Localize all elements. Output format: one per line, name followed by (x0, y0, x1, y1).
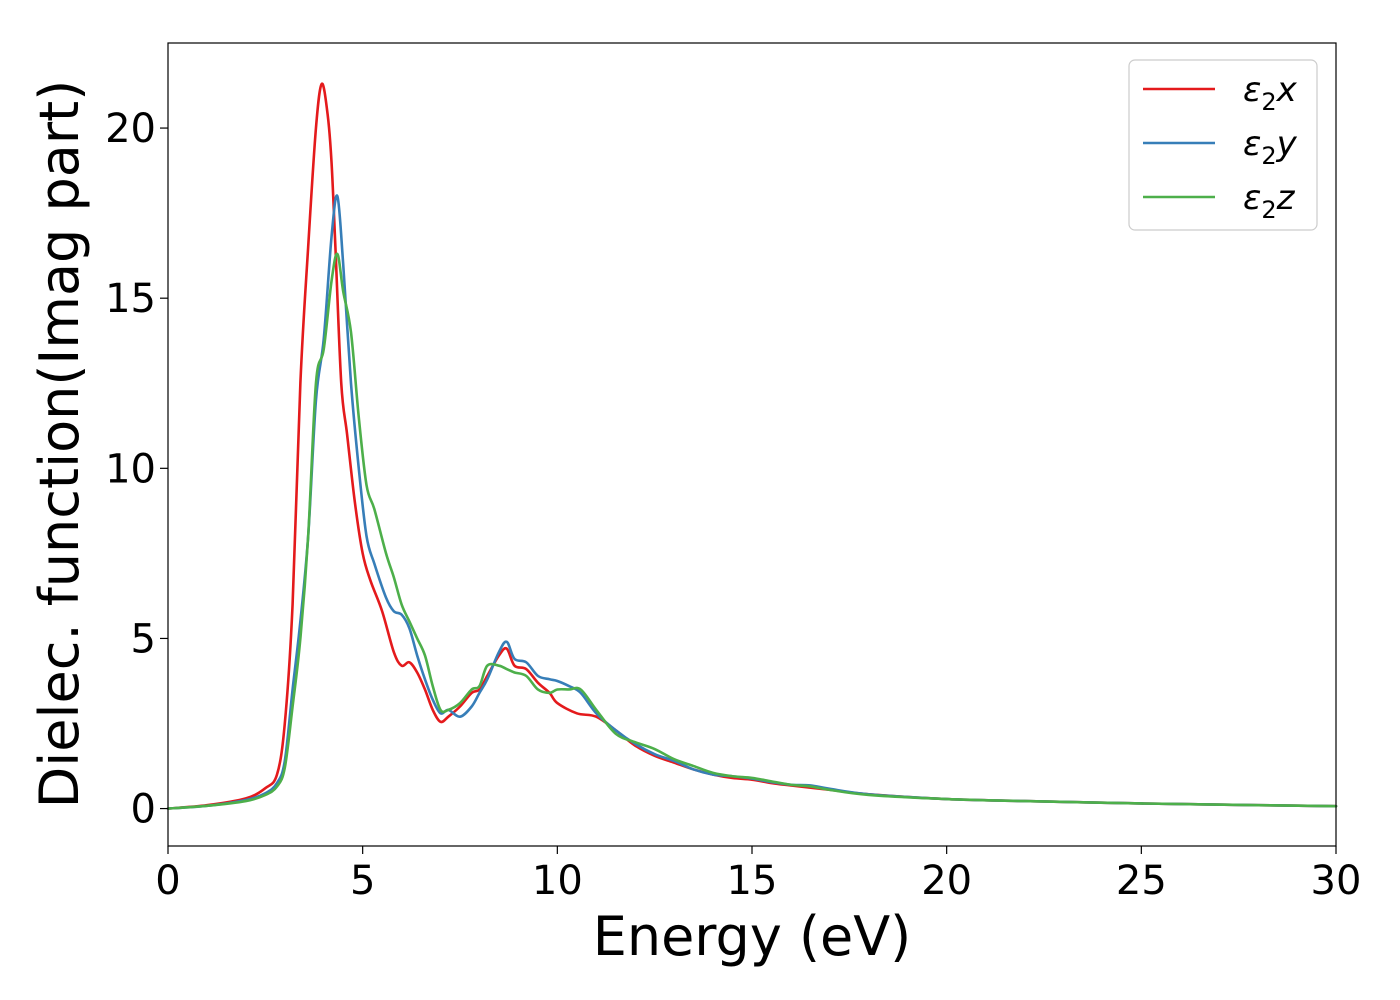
legend-label-epsilon2z: ε2z (1243, 178, 1296, 224)
y-axis: 0 5 10 15 20 (105, 106, 168, 833)
y-tick-label: 15 (105, 276, 156, 322)
x-tick-label: 5 (350, 858, 375, 904)
y-tick-label: 0 (131, 787, 156, 833)
series-line-epsilon2z (166, 252, 1338, 810)
x-axis-label: Energy (eV) (593, 905, 912, 968)
y-tick-label: 5 (131, 616, 156, 662)
legend-label-epsilon2x: ε2x (1243, 70, 1298, 116)
x-tick-label: 10 (532, 858, 583, 904)
legend-box (1128, 59, 1318, 231)
x-tick-label: 15 (727, 858, 778, 904)
x-tick-label: 20 (921, 858, 972, 904)
legend: ε2x ε2y ε2z (1128, 59, 1318, 231)
legend-label-epsilon2y: ε2y (1243, 124, 1298, 170)
x-tick-label: 30 (1311, 858, 1362, 904)
x-tick-label: 0 (155, 858, 180, 904)
y-tick-label: 20 (105, 106, 156, 152)
y-tick-label: 10 (105, 446, 156, 492)
x-axis: 0 5 10 15 20 25 30 (155, 846, 1361, 904)
y-axis-label: Dielec. function(Imag part) (28, 80, 91, 809)
x-tick-label: 25 (1116, 858, 1167, 904)
series-layer (166, 82, 1338, 810)
